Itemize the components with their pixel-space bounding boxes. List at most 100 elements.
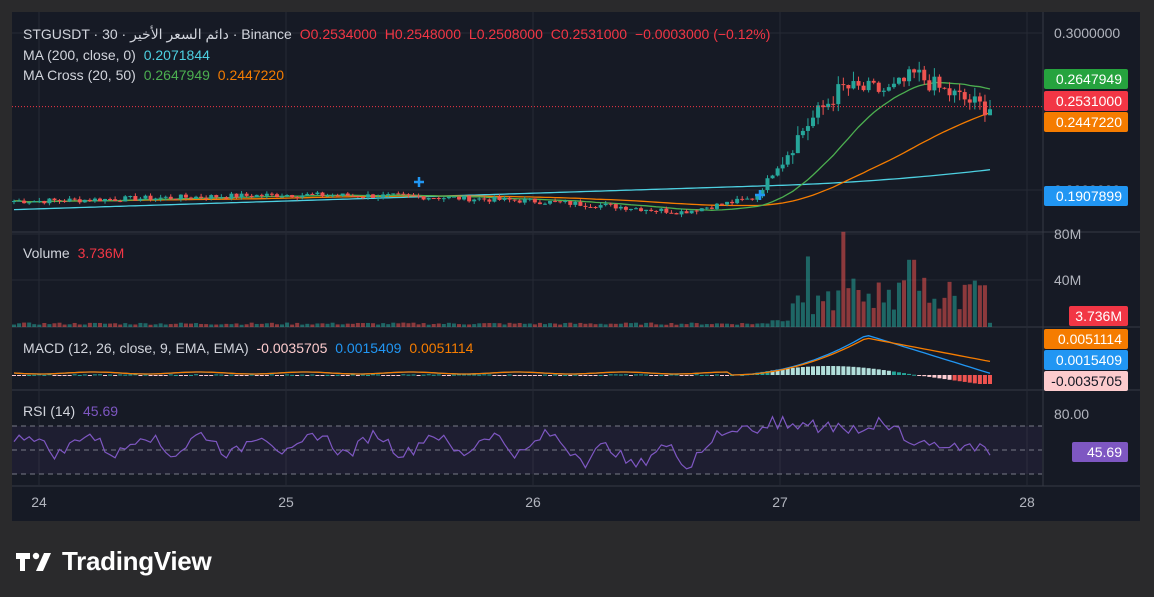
- volume-bar: [103, 323, 108, 327]
- candle: [831, 96, 836, 112]
- candle: [881, 88, 886, 97]
- volume-bar: [846, 288, 851, 327]
- candle: [522, 196, 527, 205]
- macd-signal-line: [13, 337, 991, 376]
- candle: [249, 193, 254, 199]
- volume-bar: [376, 324, 381, 327]
- volume-bar: [851, 278, 856, 327]
- ma-value: 0.2071844: [143, 47, 210, 63]
- ma-legend[interactable]: MA (200, close, 0) 0.2071844: [23, 47, 214, 63]
- macd-histogram-bar: [805, 366, 810, 375]
- candle: [462, 195, 467, 201]
- volume-bar: [937, 308, 942, 327]
- macd-histogram-bar: [87, 375, 92, 376]
- macd-histogram-bar: [709, 375, 714, 376]
- candle: [411, 192, 416, 197]
- volume-bar: [274, 324, 279, 327]
- volume-bar: [47, 324, 52, 327]
- macd-histogram-bar: [295, 375, 300, 376]
- symbol-legend[interactable]: STGUSDT · 30 · دائم السعر الأخير · Binan…: [23, 26, 774, 42]
- macd-histogram-bar: [274, 375, 279, 376]
- macd-histogram-bar: [204, 375, 209, 376]
- candle: [335, 193, 340, 197]
- macd-histogram-bar: [27, 374, 32, 376]
- candle: [780, 157, 785, 172]
- volume-bar: [927, 302, 932, 327]
- tradingview-brand[interactable]: TradingView: [14, 546, 212, 577]
- candle: [168, 194, 173, 201]
- volume-bar: [396, 323, 401, 327]
- macd-histogram-bar: [917, 375, 922, 376]
- candle: [163, 195, 168, 201]
- volume-bar: [942, 297, 947, 327]
- candle: [153, 197, 158, 202]
- volume-bar: [249, 322, 254, 327]
- volume-bar: [684, 324, 689, 327]
- volume-bar: [512, 323, 517, 327]
- volume-bar: [679, 323, 684, 327]
- candle: [709, 205, 714, 210]
- candle: [866, 77, 871, 93]
- volume-bar: [365, 322, 370, 327]
- macd-legend[interactable]: MACD (12, 26, close, 9, EMA, EMA) -0.003…: [23, 340, 477, 356]
- volume-bar: [770, 320, 775, 327]
- candle: [295, 196, 300, 201]
- candle: [451, 196, 456, 198]
- volume-bar: [649, 322, 654, 327]
- macd-histogram-bar: [831, 366, 836, 375]
- candle: [988, 100, 992, 116]
- volume-bar: [178, 322, 183, 327]
- volume-bar: [871, 307, 876, 327]
- macd-histogram-bar: [381, 375, 386, 376]
- candle: [891, 77, 896, 89]
- macd-histogram-bar: [72, 374, 77, 376]
- candle: [568, 200, 573, 208]
- candle: [795, 126, 800, 154]
- volume-bar: [325, 323, 330, 327]
- volume-bar: [118, 324, 123, 327]
- volume-bar: [593, 324, 598, 327]
- macd-histogram-bar: [244, 375, 249, 376]
- macd-histogram-bar: [17, 375, 22, 376]
- macd-histogram-bar: [82, 374, 87, 376]
- volume-bar: [310, 324, 315, 327]
- rsi-value: 45.69: [83, 403, 119, 419]
- candle: [679, 208, 684, 218]
- candle: [725, 201, 730, 207]
- volume-bar: [583, 323, 588, 327]
- volume-bar: [907, 259, 912, 327]
- candle: [118, 199, 123, 203]
- volume-bar: [451, 323, 456, 327]
- volume-bar: [381, 323, 386, 327]
- rsi-legend[interactable]: RSI (14) 45.69: [23, 403, 122, 419]
- volume-bar: [406, 323, 411, 327]
- ma-cross-legend[interactable]: MA Cross (20, 50) 0.2647949 0.2447220: [23, 67, 288, 83]
- volume-bar: [234, 323, 239, 327]
- macd-histogram-bar: [522, 375, 527, 376]
- volume-legend[interactable]: Volume 3.736M: [23, 245, 128, 261]
- volume-bar: [558, 324, 563, 327]
- macd-histogram-bar: [851, 366, 856, 375]
- macd-histogram-bar: [740, 374, 745, 376]
- candle: [441, 196, 446, 202]
- volume-bar: [355, 322, 360, 327]
- macd-histogram-bar: [224, 375, 229, 376]
- ma-cross-label: MA Cross (20, 50): [23, 67, 136, 83]
- candle: [851, 71, 856, 90]
- price-tag-fast-ma: 0.2647949: [1044, 69, 1128, 89]
- volume-bar: [962, 284, 967, 327]
- candle: [553, 198, 558, 203]
- macd-histogram-bar: [421, 374, 426, 376]
- candle: [735, 195, 740, 205]
- macd-histogram-bar: [795, 367, 800, 375]
- macd-histogram-bar: [982, 375, 987, 384]
- macd-histogram-bar: [436, 374, 441, 376]
- candle: [972, 87, 977, 110]
- volume-bar: [42, 322, 47, 327]
- candle: [305, 192, 310, 196]
- macd-histogram-bar: [952, 375, 957, 381]
- candle: [932, 68, 937, 96]
- chart-frame[interactable]: 24252627280.30000000.200000080M40M80.00 …: [12, 12, 1140, 521]
- volume-bar: [386, 324, 391, 327]
